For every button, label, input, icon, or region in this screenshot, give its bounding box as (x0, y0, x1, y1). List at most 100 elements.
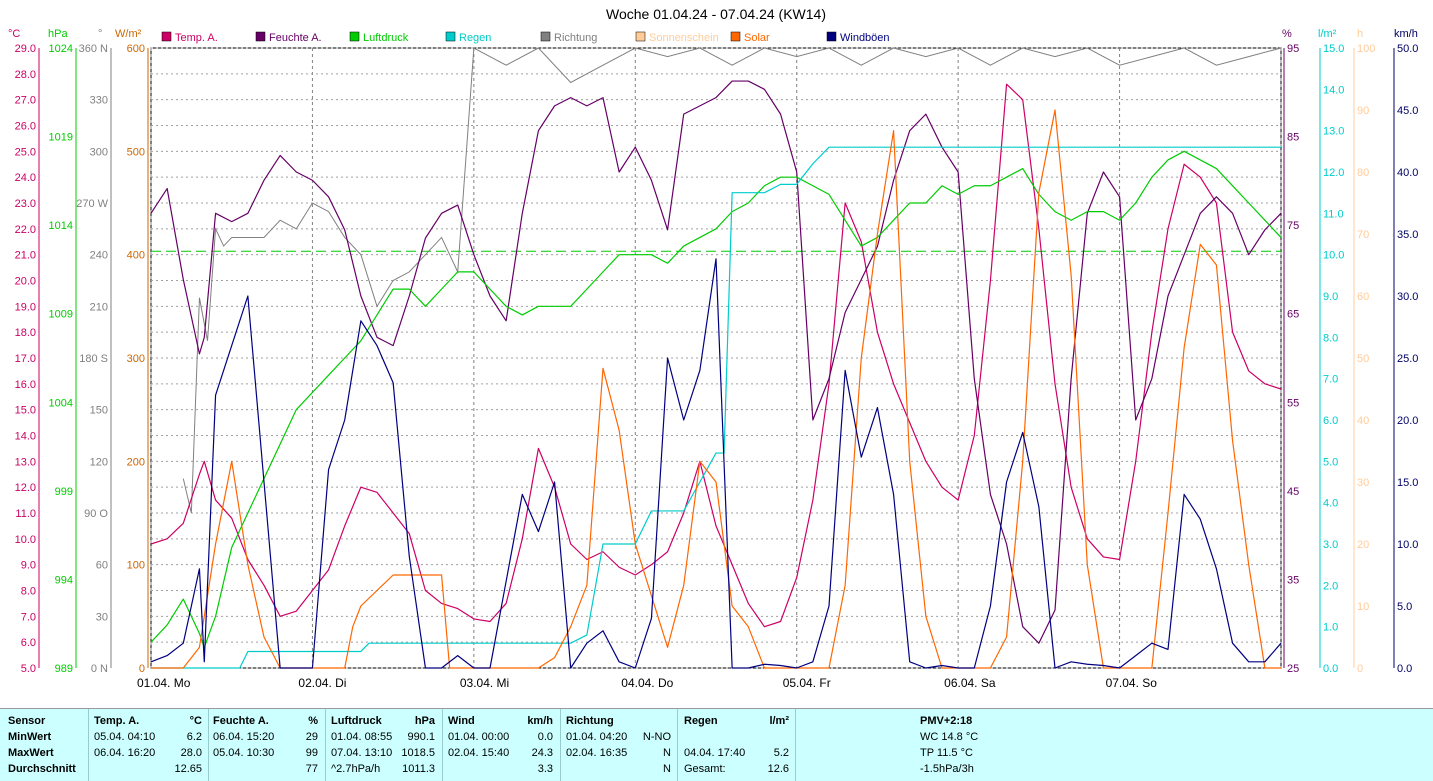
direction-tick-label: 0 N (91, 663, 108, 675)
press-max-val: 1018.5 (401, 747, 435, 759)
legend-entry: Temp. A. (175, 32, 218, 44)
sensor-column: Sensor MinWert MaxWert Durchschnitt (8, 713, 76, 777)
direction-tick-label: 30 (96, 611, 108, 623)
rain-tick-label: 0.0 (1323, 663, 1338, 675)
temp-tick-label: 16.0 (15, 379, 36, 391)
temp-max-date: 06.04. (94, 747, 125, 759)
sunshine-tick-label: 50 (1357, 353, 1369, 365)
rain-tick-label: 5.0 (1323, 456, 1338, 468)
temp-max-time: 16:20 (127, 747, 156, 759)
pressure-tick-label: 1009 (49, 309, 73, 321)
press-max-date: 07.04. (331, 747, 362, 759)
wind-tick-label: 15.0 (1397, 477, 1418, 489)
humidity-tick-label: 75 (1287, 220, 1299, 232)
press-unit: hPa (414, 715, 435, 727)
press-trend: ^2.7hPa/h (331, 763, 381, 775)
solar-tick-label: 600 (127, 43, 145, 55)
legend-swatch (635, 31, 646, 42)
sensor-header: Sensor (8, 715, 46, 727)
day-label: 02.04. Di (298, 676, 346, 690)
direction-tick-label: 150 (90, 405, 108, 417)
rain-header: Regen (684, 715, 718, 727)
rain-tick-label: 10.0 (1323, 250, 1344, 262)
rain-total-label: Gesamt: (684, 763, 726, 775)
dir-min-date: 01.04. (566, 731, 597, 743)
richtung-series (182, 47, 1282, 514)
sunshine-tick-label: 10 (1357, 601, 1369, 613)
solar-tick-label: 0 (139, 663, 145, 675)
sunshine-tick-label: 60 (1357, 291, 1369, 303)
hum-max-date: 05.04. (213, 747, 244, 759)
humidity-tick-label: 85 (1287, 132, 1299, 144)
sunshine-tick-label: 0 (1357, 663, 1363, 675)
wind-avg: 3.3 (537, 763, 553, 775)
legend-swatch (349, 31, 360, 42)
temp-tick-label: 5.0 (21, 663, 36, 675)
min-row-label: MinWert (8, 731, 52, 743)
sunshine-tick-label: 40 (1357, 415, 1369, 427)
hum-unit: % (308, 715, 318, 727)
legend-entry: Luftdruck (363, 32, 409, 44)
press-min-date: 01.04. (331, 731, 362, 743)
wind-tick-label: 30.0 (1397, 291, 1418, 303)
temp-tick-label: 10.0 (15, 534, 36, 546)
rain-tick-label: 4.0 (1323, 498, 1338, 510)
statistics-panel: Sensor MinWert MaxWert Durchschnitt Temp… (0, 708, 1433, 781)
pmv-wc: WC 14.8 °C (920, 731, 979, 743)
press-max-time: 13:10 (364, 747, 393, 759)
temp-tick-label: 8.0 (21, 586, 36, 598)
temp-tick-label: 22.0 (15, 224, 36, 236)
temp-tick-label: 11.0 (15, 508, 36, 520)
series-luftdruck (150, 150, 1282, 648)
pressure-tick-label: 1019 (49, 132, 73, 144)
pressure-tick-label: 999 (55, 486, 73, 498)
pressure-tick-label: 994 (55, 574, 73, 586)
rain-tick-label: 8.0 (1323, 332, 1338, 344)
legend-entry: Feuchte A. (269, 32, 322, 44)
dir-max-time: 16:35 (599, 747, 628, 759)
pmv-trend: -1.5hPa/3h (920, 763, 974, 775)
temp-tick-label: 6.0 (21, 637, 36, 649)
legend-entry: Sonnenschein (649, 32, 719, 44)
temp-tick-label: 14.0 (15, 431, 36, 443)
hum-min-val: 29 (305, 731, 318, 743)
rain-tick-label: 2.0 (1323, 580, 1338, 592)
humidity-tick-label: 45 (1287, 486, 1299, 498)
humidity-column: Feuchte A.% 06.04. 15:20 29 05.04. 10:30 9… (213, 713, 318, 777)
temp-tick-label: 17.0 (15, 353, 36, 365)
sunshine-tick-label: 20 (1357, 539, 1369, 551)
day-label: 01.04. Mo (137, 676, 191, 690)
humidity-tick-label: 35 (1287, 574, 1299, 586)
dir-avg: N (663, 763, 671, 775)
rain-column: Regen l/m² 04.04. 17:40 5.2 Gesamt: 12.6 (684, 713, 789, 777)
avg-row-label: Durchschnitt (8, 763, 76, 775)
rain-tick-label: 9.0 (1323, 291, 1338, 303)
legend-swatch (161, 31, 172, 42)
temp-tick-label: 28.0 (15, 69, 36, 81)
temp-tick-label: 9.0 (21, 560, 36, 572)
solar-tick-label: 400 (127, 250, 145, 262)
axis-unit-label: l/m² (1318, 28, 1337, 40)
dir-min-time: 04:20 (599, 731, 628, 743)
temp-tick-label: 24.0 (15, 172, 36, 184)
direction-tick-label: 210 (90, 301, 108, 313)
humidity-tick-label: 25 (1287, 663, 1299, 675)
hum-min-time: 15:20 (246, 731, 275, 743)
rain-tick-label: 7.0 (1323, 374, 1338, 386)
legend-swatch (730, 31, 741, 42)
solar-tick-label: 100 (127, 560, 145, 572)
direction-column: Richtung 01.04. 04:20 N-NO 02.04. 16:35 N … (566, 713, 671, 777)
wind-tick-label: 50.0 (1397, 43, 1418, 55)
legend-entry: Regen (459, 32, 491, 44)
rain-unit: l/m² (769, 715, 789, 727)
day-label: 07.04. So (1106, 676, 1158, 690)
wind-tick-label: 5.0 (1397, 601, 1412, 613)
wind-tick-label: 45.0 (1397, 105, 1418, 117)
solar-tick-label: 300 (127, 353, 145, 365)
pressure-tick-label: 1024 (49, 43, 73, 55)
day-label: 03.04. Mi (460, 676, 509, 690)
rain-tick-label: 14.0 (1323, 84, 1344, 96)
legend-swatch (445, 31, 456, 42)
rain-max-time: 17:40 (717, 747, 746, 759)
weather-week-chart: 01.04. Mo 02.04. Di 03.04. Mi 04.04. Do 05.0… (8, 6, 1418, 690)
